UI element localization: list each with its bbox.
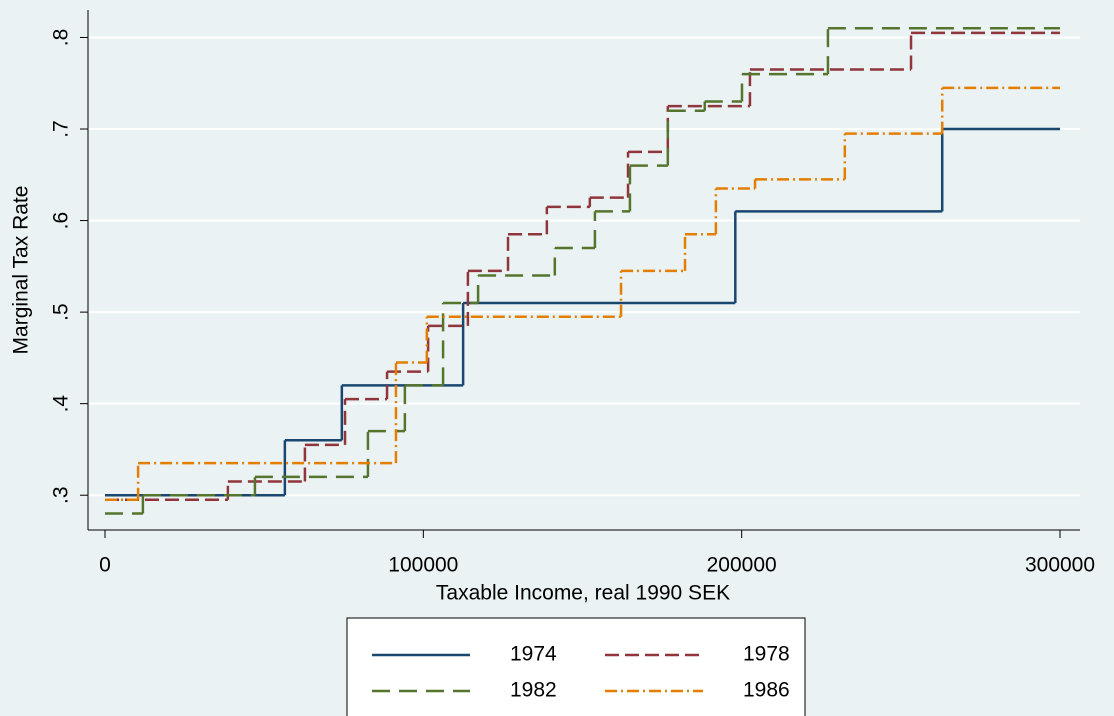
y-tick-label: .7: [50, 120, 73, 138]
y-tick-label: .8: [50, 29, 73, 47]
legend-label: 1982: [510, 679, 557, 702]
y-tick-label: .5: [50, 303, 73, 321]
legend-label: 1986: [743, 679, 790, 702]
y-tick-label: .6: [50, 212, 73, 230]
legend: [346, 617, 806, 716]
y-tick-label: .3: [50, 486, 73, 504]
y-axis-label: Marginal Tax Rate: [10, 186, 33, 355]
x-tick-label: 300000: [1025, 554, 1095, 577]
y-tick-label: .4: [50, 395, 73, 413]
plot-area: [88, 10, 1080, 530]
x-tick-label: 100000: [388, 554, 458, 577]
x-tick-label: 0: [99, 554, 111, 577]
legend-label: 1974: [510, 643, 557, 666]
x-axis-label: Taxable Income, real 1990 SEK: [436, 582, 730, 605]
x-tick-label: 200000: [707, 554, 777, 577]
legend-label: 1978: [743, 643, 790, 666]
